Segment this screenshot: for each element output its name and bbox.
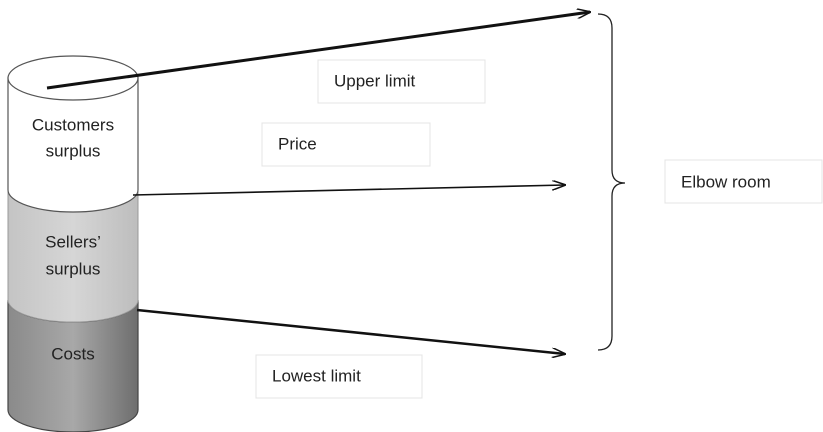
segment-label: Sellers’	[45, 232, 101, 251]
lowest-limit-label: Lowest limit	[272, 366, 361, 385]
label-box	[261, 122, 431, 167]
upper-limit-label: Upper limit	[334, 71, 416, 90]
label-box	[255, 354, 423, 399]
arrow	[132, 185, 565, 196]
label-box	[664, 159, 823, 204]
segment-label: Customers	[32, 115, 114, 134]
segment-label: surplus	[46, 141, 101, 160]
segment-label: surplus	[46, 259, 101, 278]
customers-segment	[7, 77, 139, 213]
cylinder: Customers surplus Sellers’ surplus Costs	[7, 55, 139, 432]
label-box	[317, 59, 486, 104]
elbow-room-label: Elbow room	[681, 172, 771, 191]
arrow	[136, 308, 565, 354]
arrow	[46, 12, 590, 90]
brace	[597, 13, 626, 351]
price-label: Price	[278, 134, 317, 153]
segment-label: Costs	[51, 344, 94, 363]
cylinder-top	[7, 55, 139, 101]
